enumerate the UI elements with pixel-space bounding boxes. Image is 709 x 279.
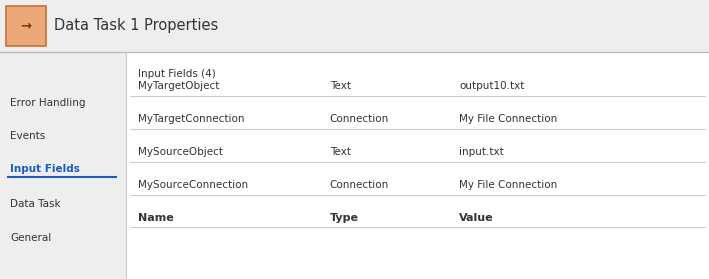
Text: input.txt: input.txt bbox=[459, 147, 504, 157]
Text: MySourceConnection: MySourceConnection bbox=[138, 180, 248, 190]
Text: My File Connection: My File Connection bbox=[459, 180, 558, 190]
Text: Text: Text bbox=[330, 81, 351, 91]
Text: Error Handling: Error Handling bbox=[10, 98, 86, 108]
FancyBboxPatch shape bbox=[126, 52, 709, 279]
Text: MyTargetConnection: MyTargetConnection bbox=[138, 114, 245, 124]
Text: Data Task 1 Properties: Data Task 1 Properties bbox=[54, 18, 218, 33]
Text: output10.txt: output10.txt bbox=[459, 81, 525, 91]
FancyBboxPatch shape bbox=[0, 0, 709, 52]
Text: →: → bbox=[21, 19, 31, 32]
Text: MySourceObject: MySourceObject bbox=[138, 147, 223, 157]
Text: Value: Value bbox=[459, 213, 494, 223]
FancyBboxPatch shape bbox=[6, 6, 45, 45]
Text: Connection: Connection bbox=[330, 114, 389, 124]
Text: Text: Text bbox=[330, 147, 351, 157]
Text: Type: Type bbox=[330, 213, 359, 223]
Text: My File Connection: My File Connection bbox=[459, 114, 558, 124]
Text: Events: Events bbox=[10, 131, 45, 141]
Text: General: General bbox=[10, 233, 51, 243]
Text: Connection: Connection bbox=[330, 180, 389, 190]
Text: Input Fields: Input Fields bbox=[10, 164, 80, 174]
Text: MyTargetObject: MyTargetObject bbox=[138, 81, 220, 91]
Text: Name: Name bbox=[138, 213, 174, 223]
FancyBboxPatch shape bbox=[0, 52, 126, 279]
Text: Input Fields (4): Input Fields (4) bbox=[138, 69, 216, 79]
Text: Data Task: Data Task bbox=[10, 199, 61, 209]
